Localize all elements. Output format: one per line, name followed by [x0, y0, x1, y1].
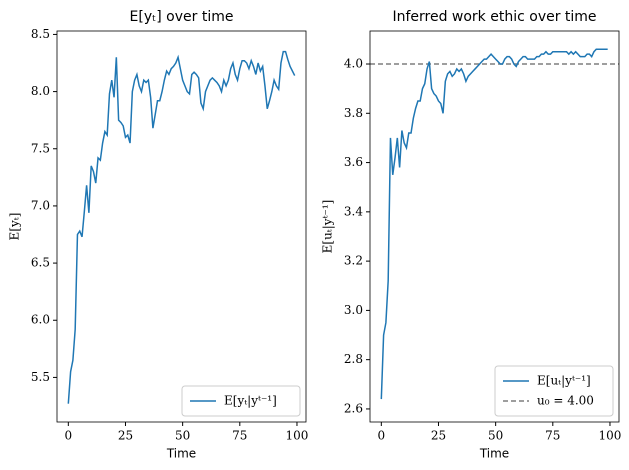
y-tick-label: 6.5	[31, 256, 50, 270]
x-tick-label: 25	[431, 429, 446, 443]
x-tick-label: 100	[599, 429, 622, 443]
y-tick-label: 3.6	[344, 155, 363, 169]
data-line	[380, 48, 608, 400]
x-tick-label: 50	[488, 429, 503, 443]
legend-label: E[uₜ|yᵗ⁻¹]	[537, 374, 591, 388]
y-tick-label: 7.0	[31, 198, 50, 212]
chart-title: Inferred work ethic over time	[392, 9, 596, 25]
x-tick-label: 0	[64, 429, 72, 443]
axes-frame	[369, 30, 620, 423]
legend-box	[494, 365, 614, 417]
x-tick-label: 25	[118, 429, 133, 443]
y-tick-label: 8.5	[31, 27, 50, 41]
y-tick-label: 7.5	[31, 141, 50, 155]
chart-title: E[yₜ] over time	[130, 9, 234, 25]
y-tick-label: 3.0	[344, 303, 363, 317]
y-axis-label: E[yₜ]	[8, 213, 22, 241]
y-tick-label: 2.8	[344, 352, 363, 366]
y-tick-label: 2.6	[344, 401, 363, 415]
y-tick-label: 3.4	[344, 204, 363, 218]
x-tick-label: 50	[175, 429, 190, 443]
legend-label: u₀ = 4.00	[537, 394, 594, 408]
legend-box	[181, 385, 301, 417]
y-tick-label: 3.2	[344, 254, 363, 268]
x-tick-label: 0	[377, 429, 385, 443]
y-tick-label: 6.0	[31, 313, 50, 327]
legend-label: E[yₜ|yᵗ⁻¹]	[224, 394, 277, 408]
y-axis-label: E[uₜ|yᵗ⁻¹]	[321, 200, 335, 254]
x-axis-label: Time	[166, 447, 196, 461]
x-tick-label: 75	[232, 429, 247, 443]
x-tick-label: 75	[545, 429, 560, 443]
data-line	[67, 50, 296, 404]
axes-frame	[56, 30, 307, 423]
x-axis-label: Time	[479, 447, 509, 461]
y-tick-label: 5.5	[31, 370, 50, 384]
y-tick-label: 8.0	[31, 84, 50, 98]
x-tick-label: 100	[286, 429, 309, 443]
y-tick-label: 3.8	[344, 106, 363, 120]
y-tick-label: 4.0	[344, 57, 363, 71]
